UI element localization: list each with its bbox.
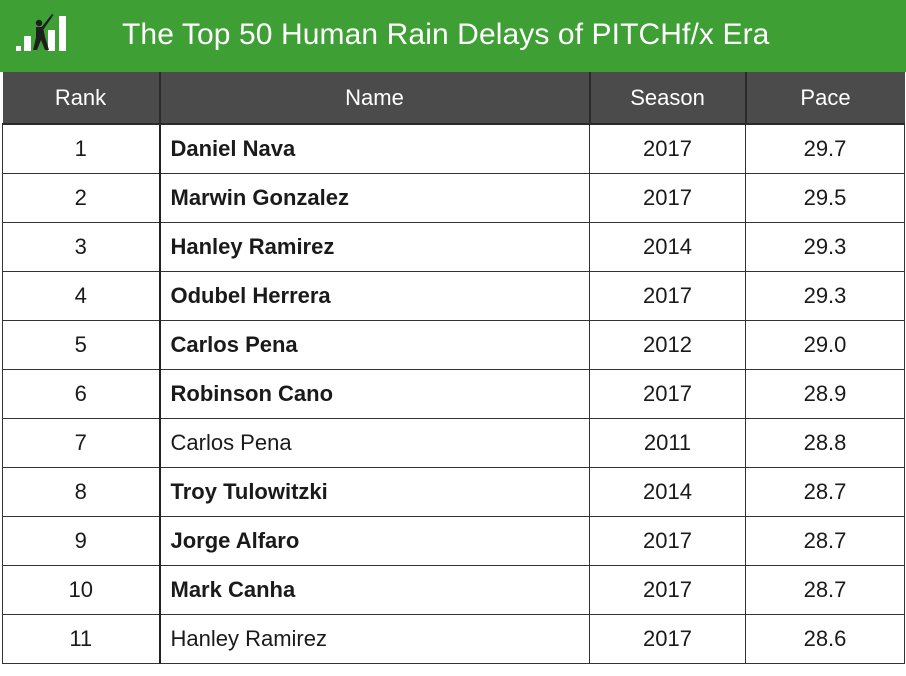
table-row: 5 Carlos Pena 2012 29.0 [2, 320, 905, 370]
rank-cell: 4 [2, 271, 160, 321]
pace-cell: 29.0 [745, 320, 905, 370]
pace-cell: 29.5 [745, 173, 905, 223]
rank-cell: 11 [2, 614, 160, 664]
season-cell: 2014 [589, 467, 746, 517]
season-cell: 2014 [589, 222, 746, 272]
season-cell: 2017 [589, 516, 746, 566]
table-row: 8 Troy Tulowitzki 2014 28.7 [2, 467, 905, 517]
pace-cell: 29.3 [745, 271, 905, 321]
rank-cell: 3 [2, 222, 160, 272]
rank-cell: 7 [2, 418, 160, 468]
player-name-cell: Daniel Nava [158, 123, 590, 174]
season-cell: 2017 [589, 565, 746, 615]
player-name-cell: Mark Canha [158, 565, 590, 615]
table-row: 6 Robinson Cano 2017 28.9 [2, 369, 905, 419]
season-cell: 2017 [589, 123, 746, 174]
pace-cell: 28.6 [745, 614, 905, 664]
column-header-season[interactable]: Season [588, 72, 746, 125]
pace-cell: 28.7 [745, 467, 905, 517]
baseball-batter-logo-icon [16, 14, 66, 51]
season-cell: 2017 [589, 173, 746, 223]
player-name-cell: Carlos Pena [158, 418, 590, 468]
table-row: 11 Hanley Ramirez 2017 28.6 [2, 614, 905, 664]
pace-cell: 28.9 [745, 369, 905, 419]
pace-cell: 29.7 [745, 123, 905, 174]
player-name-cell: Hanley Ramirez [158, 222, 590, 272]
table-row: 9 Jorge Alfaro 2017 28.7 [2, 516, 905, 566]
pace-cell: 29.3 [745, 222, 905, 272]
pace-cell: 28.7 [745, 516, 905, 566]
column-header-rank[interactable]: Rank [2, 72, 160, 125]
rankings-table: Rank Name Season Pace 1 Daniel Nava 2017 29… [2, 72, 905, 664]
player-name-cell: Marwin Gonzalez [158, 173, 590, 223]
table-row: 7 Carlos Pena 2011 28.8 [2, 418, 905, 468]
player-name-cell: Troy Tulowitzki [158, 467, 590, 517]
player-name-cell: Hanley Ramirez [158, 614, 590, 664]
rank-cell: 8 [2, 467, 160, 517]
player-name-cell: Jorge Alfaro [158, 516, 590, 566]
player-name-cell: Carlos Pena [158, 320, 590, 370]
rank-cell: 2 [2, 173, 160, 223]
rank-cell: 5 [2, 320, 160, 370]
table-row: 10 Mark Canha 2017 28.7 [2, 565, 905, 615]
season-cell: 2017 [589, 614, 746, 664]
column-header-name[interactable]: Name [158, 72, 590, 125]
pace-cell: 28.8 [745, 418, 905, 468]
rank-cell: 10 [2, 565, 160, 615]
player-name-cell: Robinson Cano [158, 369, 590, 419]
season-cell: 2011 [589, 418, 746, 468]
column-header-pace[interactable]: Pace [744, 72, 905, 125]
table-row: 4 Odubel Herrera 2017 29.3 [2, 271, 905, 321]
rank-cell: 1 [2, 123, 160, 174]
rank-cell: 9 [2, 516, 160, 566]
rank-cell: 6 [2, 369, 160, 419]
table-row: 3 Hanley Ramirez 2014 29.3 [2, 222, 905, 272]
table-row: 2 Marwin Gonzalez 2017 29.5 [2, 173, 905, 223]
page-title: The Top 50 Human Rain Delays of PITCHf/x… [122, 18, 770, 51]
pace-cell: 28.7 [745, 565, 905, 615]
player-name-cell: Odubel Herrera [158, 271, 590, 321]
season-cell: 2017 [589, 271, 746, 321]
table-row: 1 Daniel Nava 2017 29.7 [2, 123, 905, 174]
season-cell: 2012 [589, 320, 746, 370]
season-cell: 2017 [589, 369, 746, 419]
table-header-row: Rank Name Season Pace [2, 72, 905, 125]
title-banner: The Top 50 Human Rain Delays of PITCHf/x… [0, 0, 906, 72]
